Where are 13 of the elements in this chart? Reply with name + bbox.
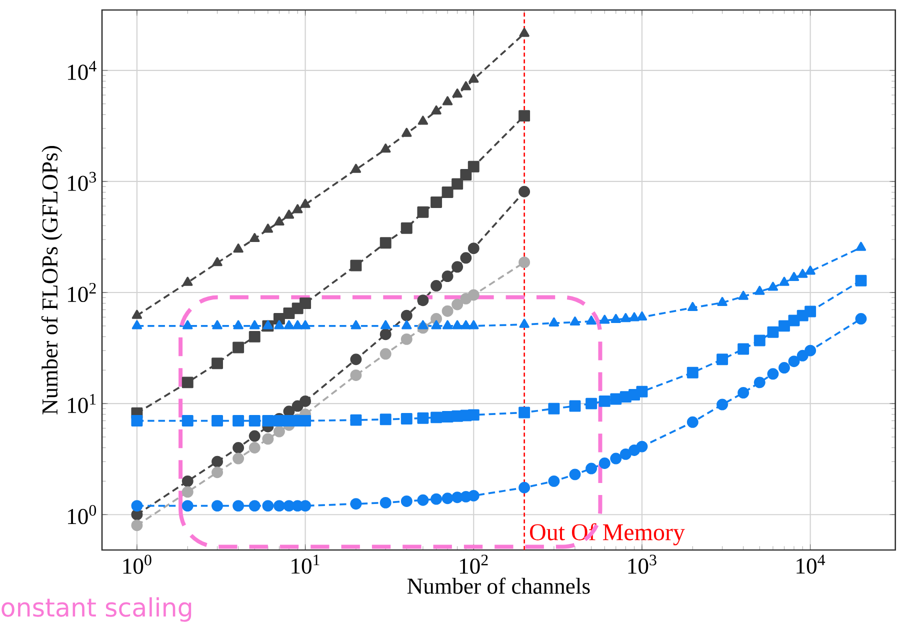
y-tick-label: 10$^{4}$: [68, 60, 96, 80]
text: onstant scaling: [2, 597, 192, 622]
y-tick-label: 10$^{0}$: [68, 505, 96, 524]
x-tick-label: 10$^{1}$: [292, 554, 320, 574]
x-tick-label: 10$^{2}$: [460, 554, 488, 574]
x-tick-label: 10$^{4}$: [796, 554, 826, 574]
y-tick-label: 10$^{1}$: [68, 394, 96, 414]
y-tick-label: 10$^{3}$: [68, 172, 96, 192]
x-tick-label: 10$^{0}$: [123, 554, 152, 574]
x-axis-title: Number of channels: [407, 578, 590, 594]
x-tick-label: 10$^{3}$: [628, 554, 656, 574]
y-tick-label: 10$^{2}$: [68, 282, 96, 302]
y-axis-title: Number of FLOPs (GFLOPs): [41, 146, 62, 414]
